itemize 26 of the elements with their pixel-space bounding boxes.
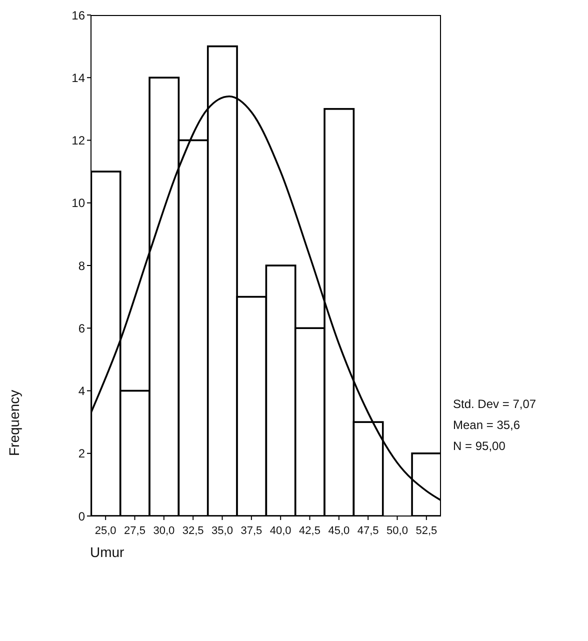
x-tick-label: 50,0	[386, 525, 408, 537]
x-tick-label: 35,0	[212, 525, 233, 537]
x-tick-label: 25,0	[94, 525, 116, 537]
y-tick-label: 12	[72, 134, 86, 148]
y-tick-label: 2	[78, 446, 86, 461]
x-tick-label: 32,5	[182, 525, 204, 537]
x-tick-label: 42,5	[299, 525, 320, 537]
x-tick-label: 45,0	[328, 525, 350, 537]
text: Std. Dev = 7,07	[453, 396, 536, 413]
x-axis-title: Umur	[90, 544, 124, 560]
y-tick-label: 16	[72, 8, 86, 22]
y-axis-title: Frequency	[6, 390, 22, 456]
x-tick-label: 37,5	[240, 525, 262, 537]
x-tick-label: 40,0	[270, 525, 292, 537]
y-tick-label: 6	[78, 321, 86, 336]
x-tick-label: 27,5	[124, 525, 146, 537]
text: Mean = 35,6	[453, 417, 522, 434]
x-tick-label: 52,5	[416, 525, 438, 537]
y-tick-label: 14	[72, 70, 86, 85]
x-tick-label: 30,0	[153, 525, 175, 537]
y-tick-label: 4	[78, 384, 86, 398]
x-tick-label: 47,5	[357, 525, 379, 537]
text: N = 95,00	[453, 438, 506, 455]
y-tick-label: 8	[78, 258, 86, 273]
y-tick-label: 0	[78, 509, 86, 524]
y-tick-label: 10	[72, 196, 86, 210]
